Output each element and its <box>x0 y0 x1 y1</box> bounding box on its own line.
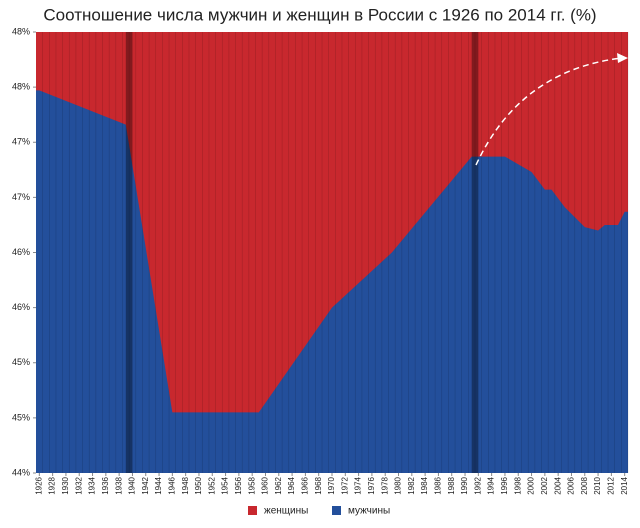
x-tick-label: 1964 <box>287 476 296 494</box>
x-tick-label: 1930 <box>61 476 70 494</box>
x-tick-label: 1998 <box>513 476 522 494</box>
x-tick-label: 1988 <box>447 476 456 494</box>
x-tick-label: 1948 <box>181 476 190 494</box>
x-tick-label: 2008 <box>580 476 589 494</box>
x-tick-label: 2002 <box>540 476 549 494</box>
x-tick-label: 1994 <box>487 476 496 494</box>
y-tick-label: 47% <box>12 192 30 202</box>
x-tick-label: 1986 <box>434 476 443 494</box>
legend-swatch <box>248 506 257 515</box>
x-tick-label: 1938 <box>114 476 123 494</box>
x-tick-label: 1990 <box>460 476 469 494</box>
highlight-band <box>125 32 133 473</box>
x-tick-label: 1946 <box>167 476 176 494</box>
x-tick-label: 1936 <box>101 476 110 494</box>
x-tick-label: 1972 <box>340 476 349 494</box>
x-tick-label: 1944 <box>154 476 163 494</box>
y-tick-label: 48% <box>12 26 30 36</box>
x-tick-label: 1950 <box>194 476 203 494</box>
x-tick-label: 1974 <box>354 476 363 494</box>
x-tick-label: 2012 <box>606 476 615 494</box>
x-tick-label: 1982 <box>407 476 416 494</box>
x-tick-label: 1968 <box>314 476 323 494</box>
x-tick-label: 1926 <box>34 476 43 494</box>
x-tick-label: 1956 <box>234 476 243 494</box>
x-tick-label: 1942 <box>141 476 150 494</box>
x-tick-label: 1984 <box>420 476 429 494</box>
x-tick-label: 1962 <box>274 476 283 494</box>
trend-arrow <box>475 57 623 166</box>
x-tick-label: 1996 <box>500 476 509 494</box>
x-tick-label: 1980 <box>394 476 403 494</box>
legend-swatch <box>332 506 341 515</box>
x-tick-label: 1970 <box>327 476 336 494</box>
x-tick-label: 1954 <box>221 476 230 494</box>
y-tick-label: 46% <box>12 247 30 257</box>
y-tick-label: 48% <box>12 82 30 92</box>
y-tick-label: 44% <box>12 467 30 477</box>
x-tick-label: 1976 <box>367 476 376 494</box>
x-tick-label: 1992 <box>473 476 482 494</box>
x-tick-label: 2004 <box>553 476 562 494</box>
chart-title: Соотношение числа мужчин и женщин в Росс… <box>43 5 596 24</box>
y-tick-label: 46% <box>12 302 30 312</box>
y-tick-label: 45% <box>12 357 30 367</box>
x-tick-label: 2010 <box>593 476 602 494</box>
x-tick-label: 1932 <box>74 476 83 494</box>
legend-label: женщины <box>264 506 308 517</box>
x-tick-label: 1928 <box>48 476 57 494</box>
x-tick-label: 1934 <box>88 476 97 494</box>
x-tick-label: 2006 <box>567 476 576 494</box>
x-tick-label: 1960 <box>261 476 270 494</box>
y-tick-label: 45% <box>12 412 30 422</box>
y-tick-label: 47% <box>12 137 30 147</box>
x-tick-label: 1940 <box>128 476 137 494</box>
legend-label: мужчины <box>348 506 390 517</box>
arrow-head <box>617 53 628 63</box>
x-tick-label: 1978 <box>380 476 389 494</box>
x-tick-label: 2000 <box>527 476 536 494</box>
highlight-band <box>471 32 479 473</box>
x-tick-label: 1958 <box>247 476 256 494</box>
x-tick-label: 1952 <box>207 476 216 494</box>
x-tick-label: 2014 <box>620 476 629 494</box>
x-tick-label: 1966 <box>301 476 310 494</box>
men-area <box>36 90 628 474</box>
